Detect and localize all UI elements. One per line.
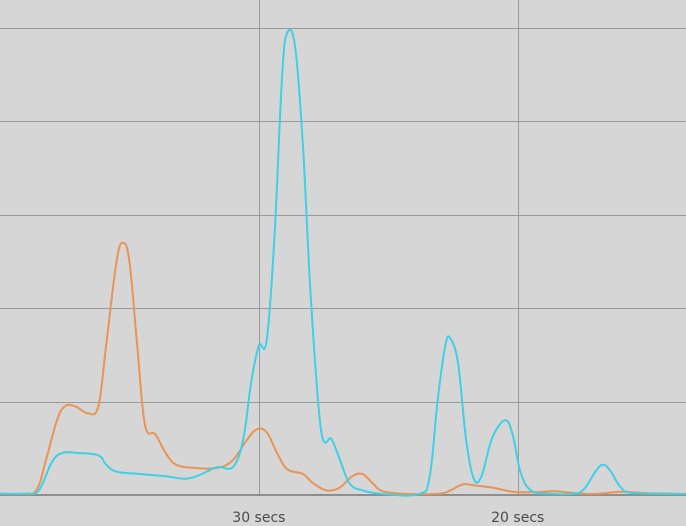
x-tick-label-20: 20 secs: [491, 510, 544, 526]
horizontal-gridlines: [0, 28, 686, 403]
x-tick-label-30: 30 secs: [232, 510, 285, 526]
x-tick-labels: 30 secs 20 secs: [232, 510, 544, 526]
series-line-2: [0, 28, 686, 497]
vertical-gridlines: [259, 0, 519, 495]
series-line-1: [0, 241, 686, 496]
series-group: [0, 28, 686, 497]
